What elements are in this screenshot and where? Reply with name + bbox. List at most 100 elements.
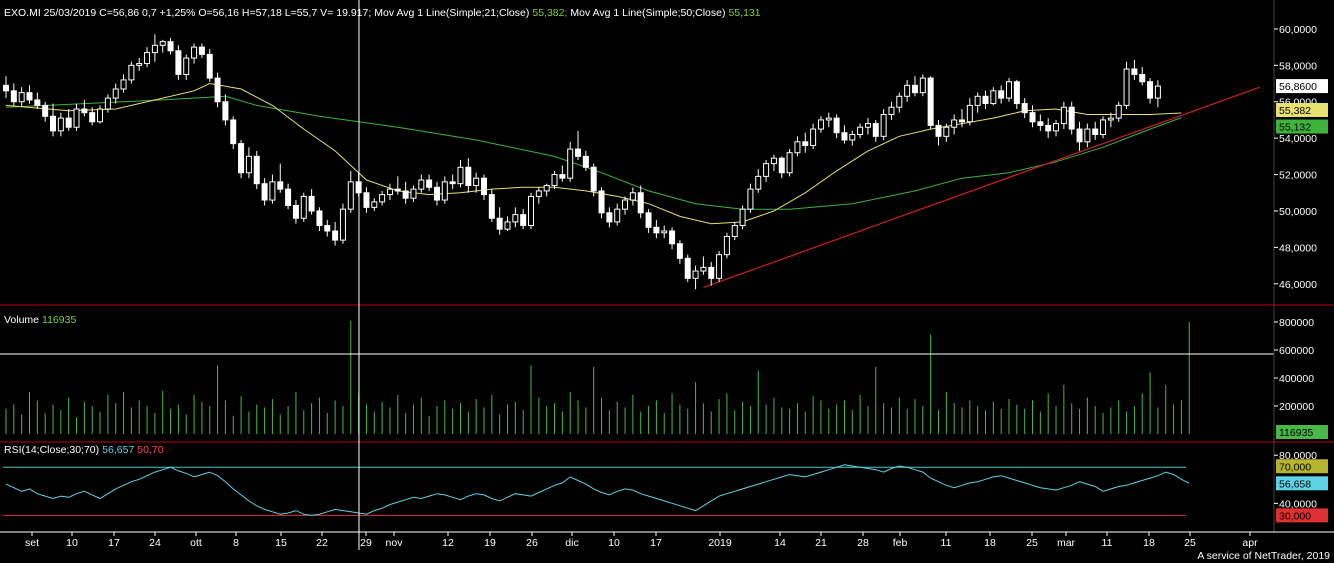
candle-body-66	[520, 214, 527, 227]
candle-body-73	[575, 148, 582, 157]
candle-3	[26, 85, 33, 104]
candle-body-13	[104, 97, 111, 110]
candle-body-114	[896, 95, 903, 108]
candle-body-11	[89, 112, 96, 123]
ma50-line	[5, 95, 1182, 210]
candle-140	[1100, 116, 1107, 139]
candle-body-141	[1107, 117, 1114, 121]
rsi-label-text: RSI(14;Close;30;70)	[4, 444, 99, 456]
candle-52	[410, 185, 417, 202]
candle-body-49	[386, 188, 393, 196]
candle-body-134	[1053, 123, 1060, 132]
volume-ticklabel-0: 800000	[1279, 317, 1314, 329]
candle-body-123	[966, 104, 973, 123]
candle-66	[520, 209, 527, 230]
candle-78	[614, 203, 621, 226]
volume-title: Volume 116935	[4, 314, 76, 326]
price-tag-close-text: 56,8600	[1279, 81, 1317, 93]
candle-body-115	[904, 84, 911, 97]
candle-body-17	[136, 63, 143, 66]
x-ticklabel-20: feb	[893, 537, 908, 549]
candle-body-57	[449, 181, 456, 185]
candle-body-87	[684, 257, 691, 279]
candle-body-82	[645, 212, 652, 228]
candle-46	[363, 187, 370, 213]
candle-95	[747, 183, 754, 213]
candle-62	[488, 189, 495, 222]
candle-body-22	[175, 50, 182, 75]
candle-142	[1115, 101, 1122, 122]
candle-body-12	[97, 108, 104, 123]
candle-body-81	[637, 192, 644, 214]
candle-body-40	[316, 210, 323, 227]
candle-24	[191, 43, 198, 64]
candle-16	[128, 61, 135, 84]
candle-body-75	[590, 166, 597, 192]
candle-61	[480, 174, 487, 201]
candle-body-110	[864, 123, 871, 128]
candle-body-47	[371, 201, 378, 208]
candle-body-89	[700, 266, 707, 272]
candle-9	[73, 103, 80, 131]
price-ticklabel-5: 50,0000	[1279, 206, 1317, 218]
volume-ticklabel-2: 400000	[1279, 373, 1314, 385]
candle-body-112	[880, 113, 887, 137]
candle-body-104	[817, 119, 824, 130]
rsi-level-text: 50,70	[137, 444, 163, 456]
candle-47	[371, 198, 378, 211]
candle-body-125	[982, 95, 989, 105]
candle-73	[575, 130, 582, 160]
candle-130	[1021, 98, 1028, 119]
candle-71	[559, 165, 566, 182]
candle-12	[97, 105, 104, 124]
candle-30	[238, 139, 245, 179]
candle-body-120	[943, 126, 950, 137]
candle-body-10	[81, 108, 88, 114]
candle-60	[473, 172, 480, 193]
candle-body-3	[26, 92, 33, 101]
candle-body-109	[857, 126, 864, 136]
rsi-levels	[3, 466, 1186, 516]
candle-108	[849, 130, 856, 146]
candle-41	[324, 220, 331, 237]
candle-134	[1053, 119, 1060, 137]
rsi-tag-70-bg	[1276, 459, 1328, 474]
candle-15	[120, 74, 127, 93]
candle-body-108	[849, 134, 856, 141]
candle-body-74	[582, 155, 589, 168]
candle-body-55	[433, 186, 440, 201]
ma21-label-text: Mov Avg 1 Line(Simple;21;Close)	[374, 7, 529, 19]
candle-body-7	[57, 117, 64, 132]
candle-74	[582, 150, 589, 171]
candle-body-128	[1006, 81, 1013, 99]
candle-body-76	[598, 190, 605, 214]
candle-19	[151, 34, 158, 62]
candle-114	[896, 92, 903, 113]
candle-85	[669, 227, 676, 250]
candle-body-116	[911, 84, 918, 94]
candle-body-83	[653, 226, 660, 234]
candle-22	[175, 45, 182, 80]
candle-54	[426, 174, 433, 191]
candle-116	[911, 76, 918, 97]
candle-102	[802, 132, 809, 153]
candle-body-54	[426, 179, 433, 188]
candle-body-101	[794, 141, 801, 154]
rsi-tag-70-text: 70,000	[1279, 461, 1311, 473]
candle-92	[723, 232, 730, 259]
candle-body-26	[206, 53, 213, 79]
rsi-tag-30-bg	[1276, 508, 1328, 523]
rsi-tag-value-text: 56,658	[1279, 478, 1311, 490]
candle-body-140	[1100, 119, 1107, 136]
candle-body-58	[457, 166, 464, 185]
x-ticklabel-3: 24	[149, 537, 161, 549]
candle-136	[1068, 101, 1075, 135]
candle-133	[1045, 118, 1052, 139]
candle-body-99	[778, 157, 785, 174]
price-ticklabel-7: 46,0000	[1279, 279, 1317, 291]
candle-91	[716, 251, 723, 282]
candle-body-0	[3, 84, 9, 92]
candle-1	[10, 83, 17, 106]
candle-76	[598, 187, 605, 219]
volume-value-text: 116935	[42, 314, 76, 326]
